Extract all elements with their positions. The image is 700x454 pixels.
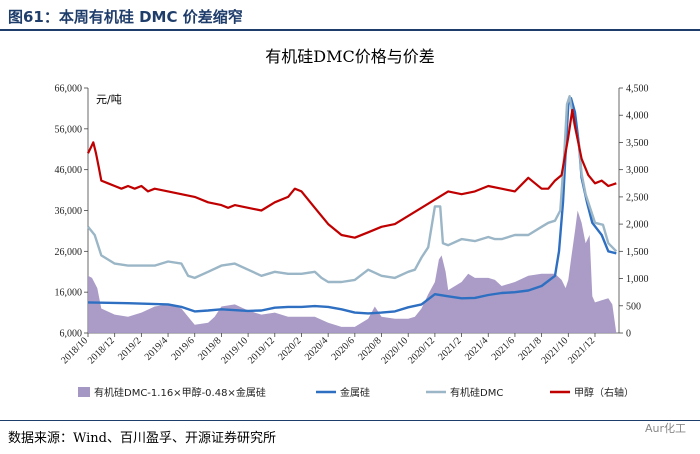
- right-axis: 0 500 1,000 1,500 2,000 2,500 3,000 3,500 4,000 4…: [619, 84, 649, 340]
- x-tick-label: 2021/12: [566, 335, 597, 366]
- right-tick-label: 3,000: [626, 165, 649, 176]
- left-tick-label: 66,000: [55, 84, 83, 95]
- left-tick-label: 6,000: [60, 329, 83, 340]
- x-tick-label: 2018/10: [59, 335, 90, 366]
- line-layer: [87, 94, 618, 315]
- unit-label: 元/吨: [96, 93, 122, 106]
- left-tick-label: 46,000: [55, 165, 83, 176]
- chart-title: 有机硅DMC价格与价差: [265, 47, 435, 66]
- x-tick-label: 2019/10: [219, 335, 250, 366]
- left-axis: 6,000 16,000 26,000 36,000 46,000 56,000 66,00…: [55, 84, 88, 340]
- chart-svg: 6,000 16,000 26,000 36,000 46,000 56,000 66,00…: [55, 84, 649, 400]
- legend-swatch-area: [78, 387, 90, 397]
- right-tick-label: 0: [626, 329, 631, 340]
- x-tick-label: 2019/4: [143, 335, 170, 362]
- right-tick-label: 3,500: [626, 138, 649, 149]
- series-line-1: [87, 96, 617, 315]
- series-spread-area: [88, 210, 617, 333]
- right-tick-label: 2,500: [626, 192, 649, 203]
- left-tick-label: 16,000: [55, 288, 83, 299]
- right-tick-label: 4,000: [626, 111, 649, 122]
- left-tick-label: 26,000: [55, 247, 83, 258]
- right-tick-label: 500: [626, 301, 641, 312]
- left-tick-label: 56,000: [55, 124, 83, 135]
- series-line-2: [87, 94, 618, 284]
- source-note: 数据来源：Wind、百川盈孚、开源证券研究所: [8, 431, 276, 446]
- x-tick-label: 2020/6: [330, 335, 357, 362]
- figure-label: 图61：本周有机硅 DMC 价差缩窄: [8, 8, 243, 26]
- legend-label: 有机硅DMC: [450, 386, 503, 399]
- x-tick-label: 2018/12: [86, 335, 117, 366]
- top-rule: [0, 29, 700, 31]
- right-tick-label: 1,500: [626, 247, 649, 258]
- right-tick-label: 2,000: [626, 220, 649, 231]
- spread-area-layer: [88, 210, 617, 333]
- series-line-3: [87, 108, 617, 239]
- right-tick-label: 4,500: [626, 84, 649, 95]
- x-tick-label: 2021/6: [490, 335, 517, 362]
- bottom-rule: [0, 420, 700, 421]
- x-tick-label: 2021/10: [539, 335, 570, 366]
- legend-label: 甲醇（右轴）: [574, 386, 634, 399]
- x-tick-label: 2021/2: [436, 335, 463, 362]
- legend-label: 有机硅DMC-1.16×甲醇-0.48×金属硅: [94, 386, 266, 399]
- legend-label: 金属硅: [340, 386, 370, 399]
- x-tick-label: 2020/12: [406, 335, 437, 366]
- watermark: Aur化工: [644, 422, 686, 435]
- left-tick-label: 36,000: [55, 206, 83, 217]
- x-tick-label: 2019/12: [246, 335, 277, 366]
- legend: 有机硅DMC-1.16×甲醇-0.48×金属硅 金属硅 有机硅DMC 甲醇（右轴）: [78, 386, 634, 399]
- x-tick-label: 2020/2: [276, 335, 303, 362]
- x-tick-label: 2019/2: [116, 335, 143, 362]
- right-tick-label: 1,000: [626, 274, 649, 285]
- x-tick-label: 2020/4: [303, 335, 330, 362]
- x-tick-label: 2021/4: [463, 335, 490, 362]
- x-tick-label: 2019/6: [169, 335, 196, 362]
- x-tick-label: 2020/10: [379, 335, 410, 366]
